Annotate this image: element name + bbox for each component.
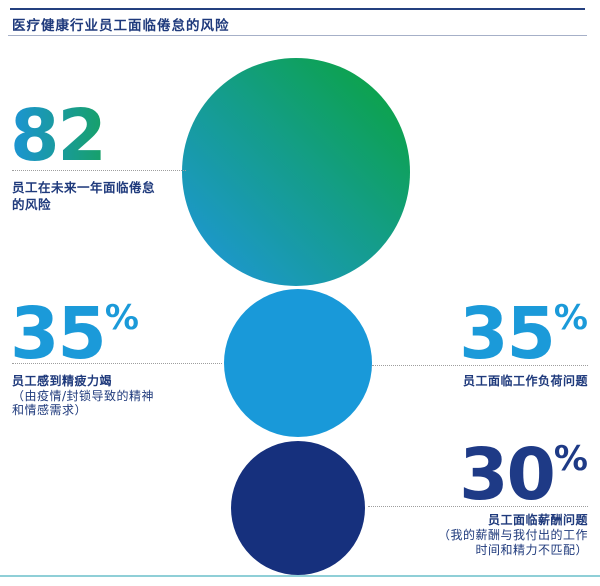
label-line: 员工在未来一年面临倦怠 — [12, 180, 156, 195]
leader-line-workload — [372, 365, 588, 366]
bubble-pay-30 — [231, 441, 365, 575]
label-line: 员工面临工作负荷问题 — [462, 374, 588, 388]
stat-workload-number: 35 — [459, 292, 556, 375]
stat-pay-value: 30% — [459, 439, 588, 510]
percent-sign: % — [104, 100, 139, 140]
label-line: 的风险 — [12, 197, 52, 212]
note-line: 和情感需求） — [12, 403, 88, 417]
header-top-rule — [10, 8, 585, 10]
note-line: （由疫情/封锁导致的精神 — [12, 388, 155, 403]
percent-sign: % — [104, 298, 139, 338]
note-line: 时间和精力不匹配） — [475, 543, 588, 557]
stat-burnout-label: 员工在未来一年面临倦怠 的风险 — [12, 179, 155, 213]
page-title: 医疗健康行业员工面临倦怠的风险 — [12, 18, 230, 34]
header-sub-rule — [8, 35, 587, 36]
stat-workload-label: 员工面临工作负荷问题 — [463, 374, 588, 389]
percent-sign: % — [553, 439, 588, 479]
note-line: （我的薪酬与我付出的工作 — [437, 528, 588, 542]
stat-workload-value: 35% — [459, 298, 588, 369]
leader-line-burnout — [12, 170, 186, 171]
stat-pay-number: 30 — [459, 433, 556, 516]
bubble-35 — [224, 289, 372, 437]
stat-burnout-value: 82% — [10, 100, 139, 171]
leader-line-pay — [368, 506, 588, 507]
percent-sign: % — [553, 298, 588, 338]
stat-exhaustion-label: 员工感到精疲力竭 （由疫情/封锁导致的精神 和情感需求） — [12, 374, 154, 418]
stat-exhaustion-value: 35% — [10, 298, 139, 369]
stat-burnout-number: 82 — [10, 94, 105, 177]
leader-line-exhaustion — [12, 363, 222, 364]
stat-exhaustion-number: 35 — [10, 292, 107, 375]
footer-rule — [0, 575, 600, 577]
stat-pay-label: 员工面临薪酬问题 （我的薪酬与我付出的工作 时间和精力不匹配） — [438, 513, 588, 558]
label-line: 员工面临薪酬问题 — [487, 513, 588, 527]
bubble-burnout-82 — [182, 58, 410, 286]
label-line: 员工感到精疲力竭 — [12, 374, 113, 388]
